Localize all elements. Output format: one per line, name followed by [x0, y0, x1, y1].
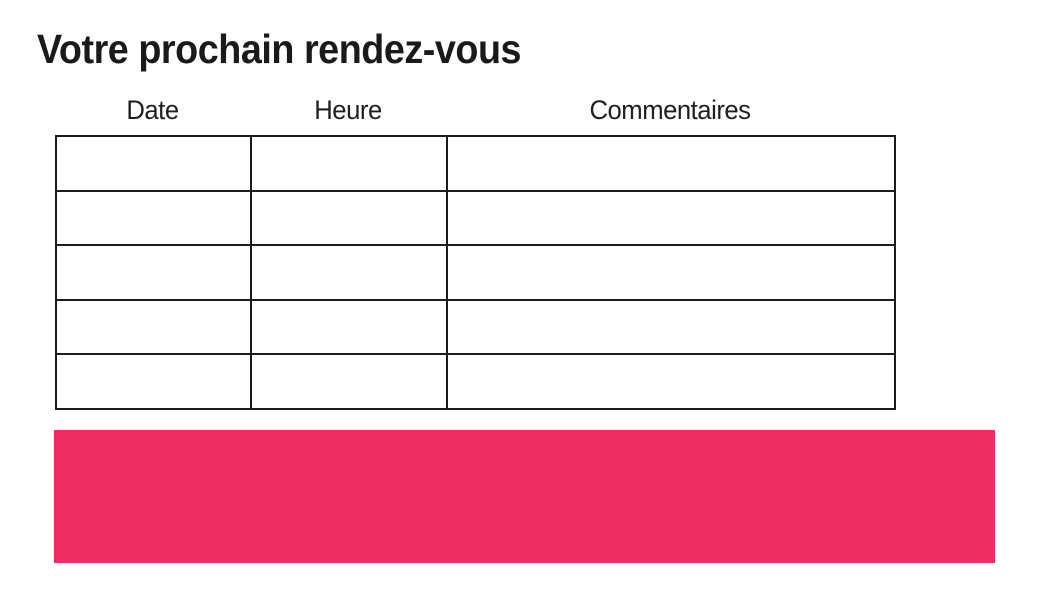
cell-commentaires: [446, 298, 896, 356]
cell-heure: [250, 244, 448, 301]
cell-commentaires: [446, 244, 896, 301]
table-row: [55, 135, 896, 192]
column-header-commentaires: Commentaires: [589, 95, 751, 125]
table-column-headers: Date Heure Commentaires: [55, 92, 894, 128]
page-title: Votre prochain rendez-vous: [37, 26, 522, 72]
cell-heure: [250, 298, 448, 356]
cell-date: [55, 244, 252, 301]
cell-date: [55, 189, 252, 247]
column-header-heure: Heure: [314, 95, 382, 125]
table-row: [55, 298, 896, 356]
cell-date: [55, 135, 252, 192]
table-row: [55, 189, 896, 247]
table-row: [55, 244, 896, 301]
cell-heure: [250, 135, 448, 192]
cell-date: [55, 353, 252, 410]
cell-commentaires: [446, 135, 896, 192]
accent-banner: [54, 430, 995, 563]
cell-heure: [250, 353, 448, 410]
column-header-date: Date: [126, 95, 179, 125]
cell-commentaires: [446, 353, 896, 410]
cell-commentaires: [446, 189, 896, 247]
cell-date: [55, 298, 252, 356]
cell-heure: [250, 189, 448, 247]
table-row: [55, 353, 896, 410]
appointments-table: [55, 135, 896, 410]
